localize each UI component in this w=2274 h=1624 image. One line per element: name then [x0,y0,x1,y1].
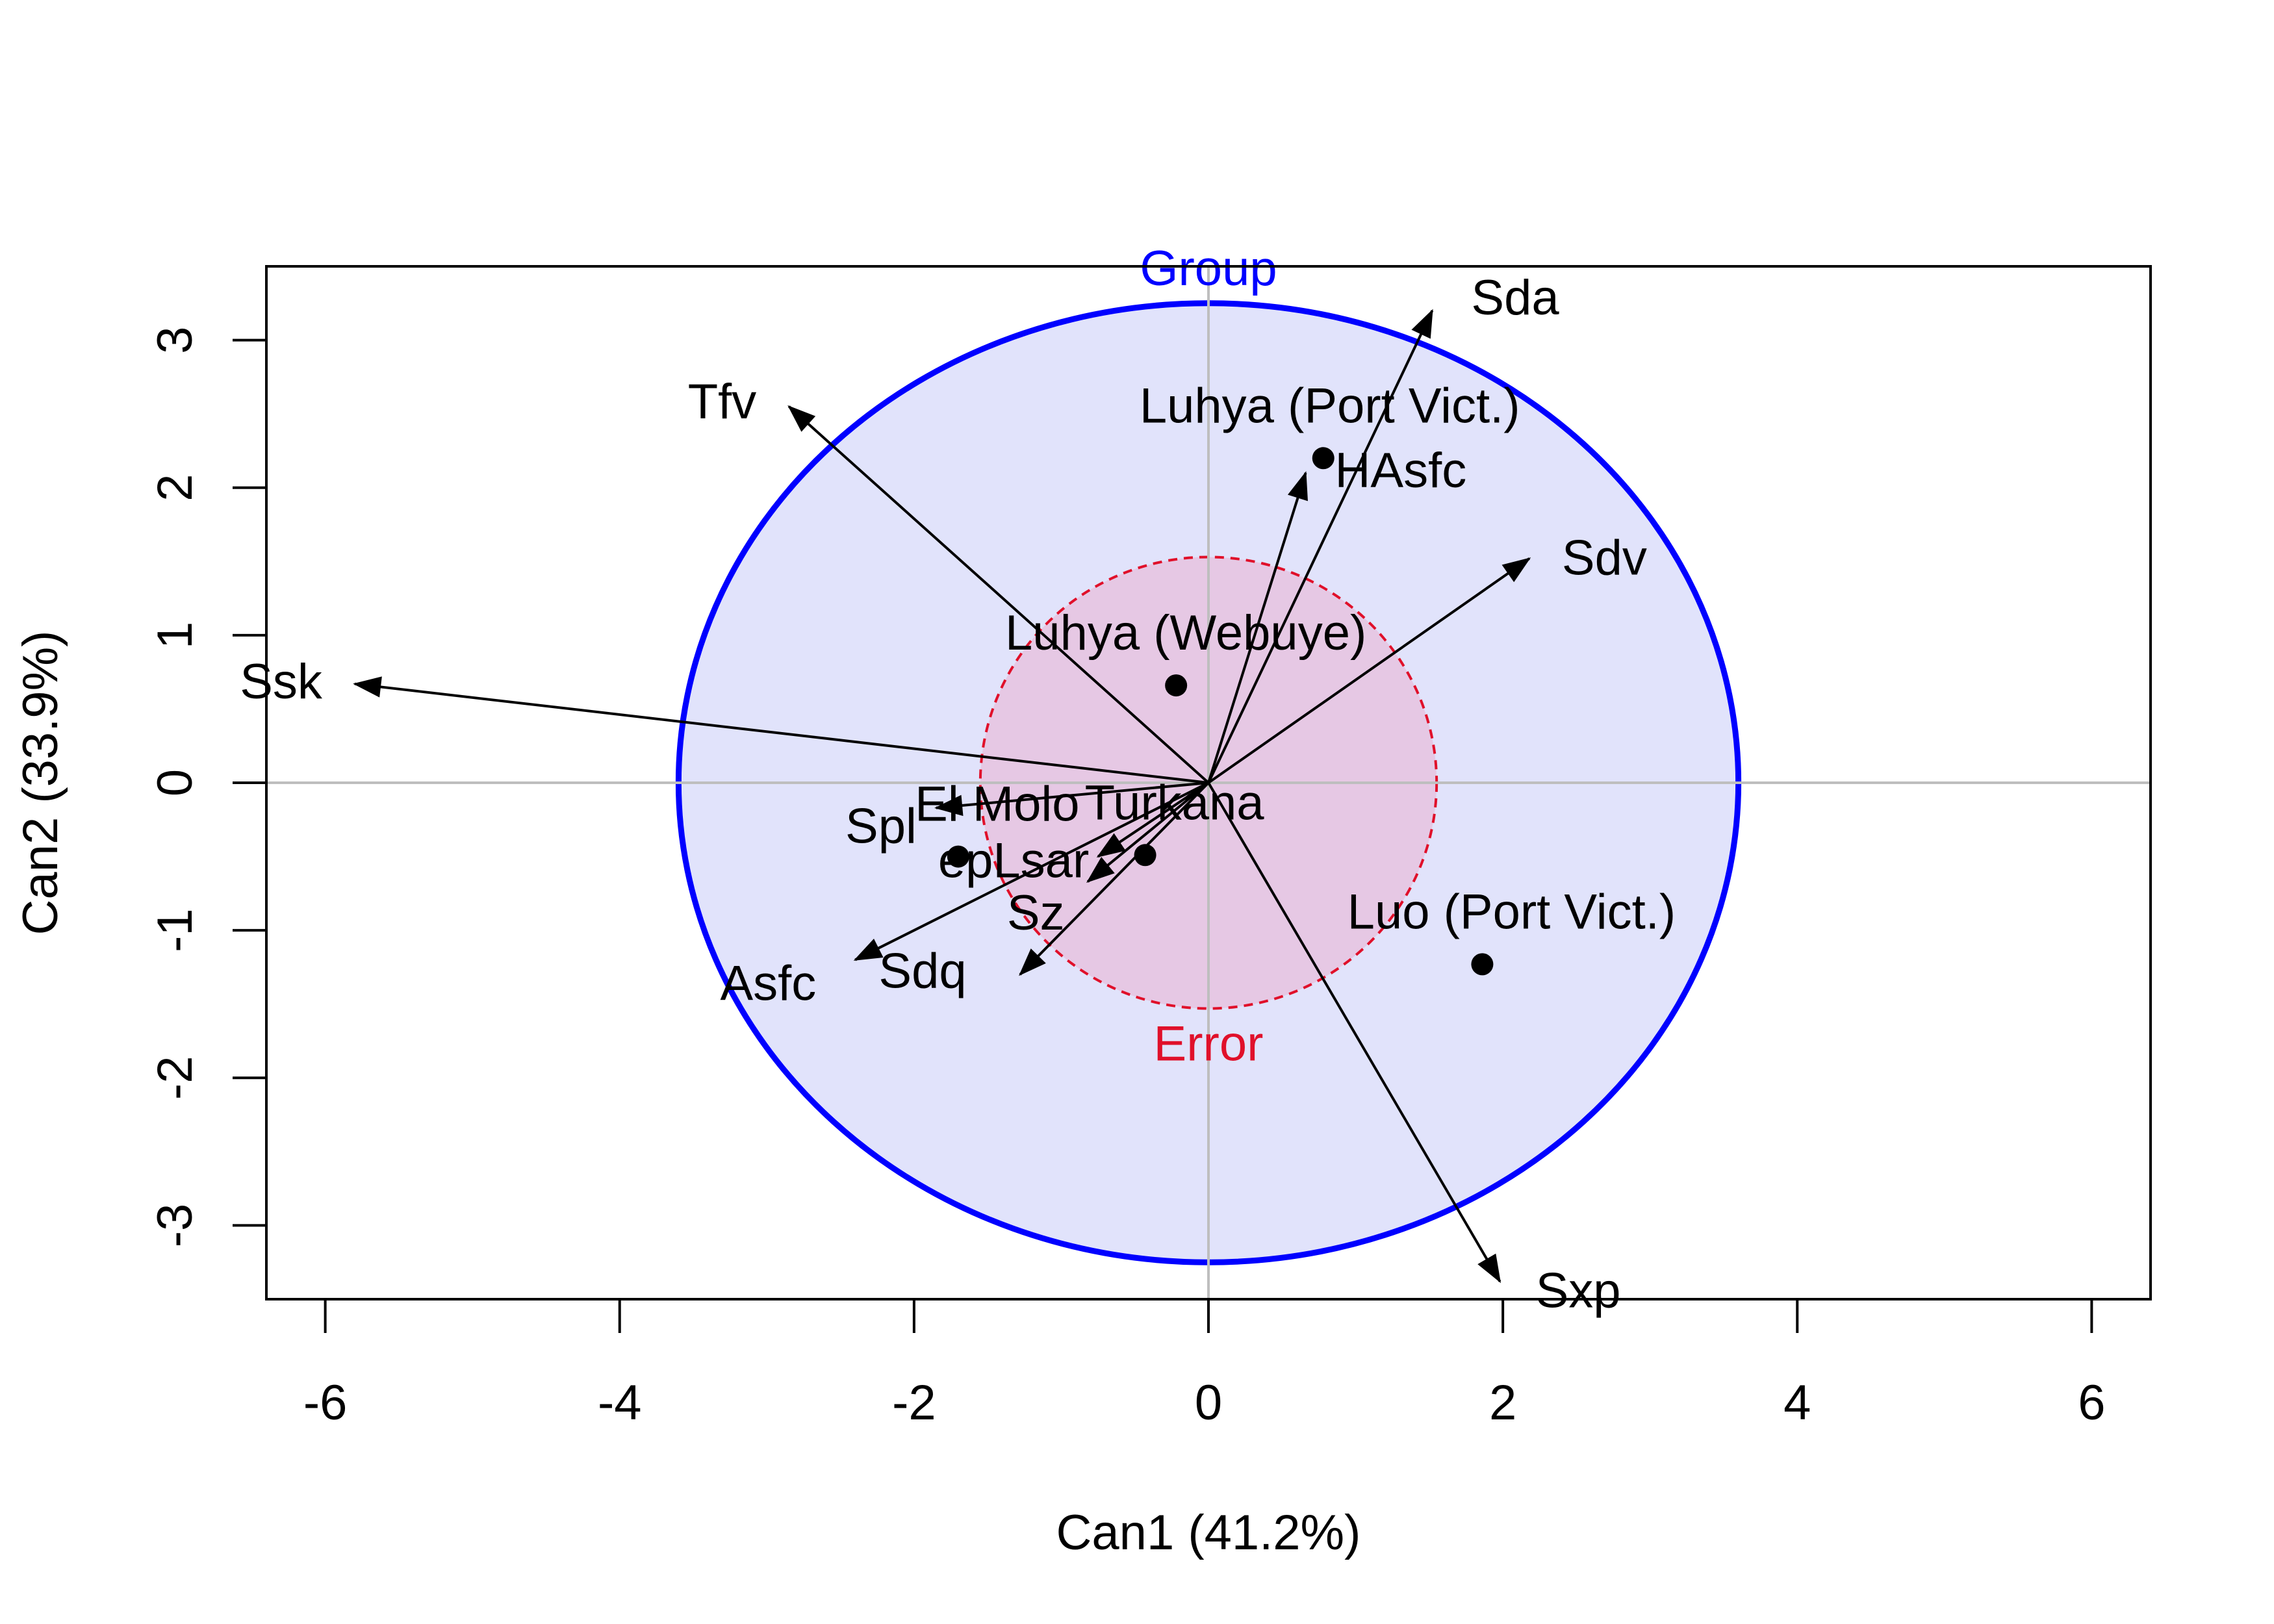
x-tick-label: 0 [1195,1375,1222,1430]
vector-label-sda: Sda [1471,270,1559,325]
vector-arrowhead-spl [934,794,964,817]
vector-arrowhead-sdq [1019,948,1046,976]
vector-label-tfv: Tfv [688,374,757,429]
vector-asfc [854,781,1209,961]
vector-hasfc [1207,472,1307,783]
point-label-turkana: Turkana [1085,775,1265,830]
y-tick-label: -1 [147,908,203,952]
vector-layer [353,309,1531,1284]
point-label-luo-port-vict: Luo (Port Vict.) [1348,884,1676,939]
y-axis-title: Can2 (33.9%) [13,631,68,935]
vector-arrowhead-sz [1086,857,1115,883]
vector-label-sxp: Sxp [1536,1263,1621,1319]
vector-label-hasfc: HAsfc [1335,443,1467,498]
vector-arrowhead-eplsar [1096,833,1126,858]
point-luo-port-vict [1471,953,1494,976]
point-label-luhya-port-vict: Luhya (Port Vict.) [1140,378,1520,433]
x-axis-title: Can1 (41.2%) [1056,1505,1361,1560]
axis-layer: -6 -4 -2 0 2 4 6 -3 -2 -1 0 1 2 3 [147,326,2106,1430]
y-tick-label: 0 [147,769,203,796]
vector-arrowhead-ssk [353,676,382,698]
ellipse-label-group: Group [1140,241,1277,296]
x-tick-label: -4 [598,1375,642,1430]
point-el-molo [947,845,969,868]
vector-label-sdv: Sdv [1562,531,1647,586]
vector-label-asfc: Asfc [720,956,816,1011]
x-tick-label: 2 [1489,1375,1516,1430]
x-tick-label: 6 [2078,1375,2105,1430]
point-luhya-webuye [1165,674,1188,697]
vector-label-sz: Sz [1007,885,1065,941]
vector-tfv [787,405,1210,784]
point-label-luhya-webuye: Luhya (Webuye) [1005,605,1366,661]
point-layer [947,447,1494,976]
vector-sxp [1207,781,1501,1282]
vector-arrowhead-sxp [1477,1253,1501,1284]
vector-arrowhead-sda [1411,309,1433,339]
vector-label-sdq: Sdq [878,943,966,998]
x-tick-label: -6 [303,1375,348,1430]
vector-sdv [1207,557,1531,784]
vector-label-eplsar: epLsar [938,833,1089,889]
vector-label-ssk: Ssk [240,654,323,709]
y-tick-label: 2 [147,474,203,501]
y-tick-label: 1 [147,622,203,649]
vector-ssk [354,682,1209,784]
point-label-el-molo: El Molo [915,777,1079,832]
point-turkana [1134,844,1156,867]
y-tick-label: -3 [147,1204,203,1248]
y-tick-label: -2 [147,1056,203,1100]
x-tick-label: 4 [1783,1375,1811,1430]
vector-arrowhead-asfc [853,938,884,961]
vector-sda [1207,310,1434,783]
ellipse-label-error: Error [1154,1017,1264,1072]
vector-sdq [1019,781,1210,976]
vector-arrowhead-hasfc [1287,471,1308,501]
point-luhya-port-vict [1312,447,1335,470]
vector-arrowhead-tfv [787,405,816,432]
x-tick-label: -2 [892,1375,936,1430]
vector-spl [936,781,1209,809]
vector-arrowhead-sdv [1501,557,1531,583]
y-tick-label: 3 [147,326,203,353]
vector-label-spl: Spl [845,799,917,854]
